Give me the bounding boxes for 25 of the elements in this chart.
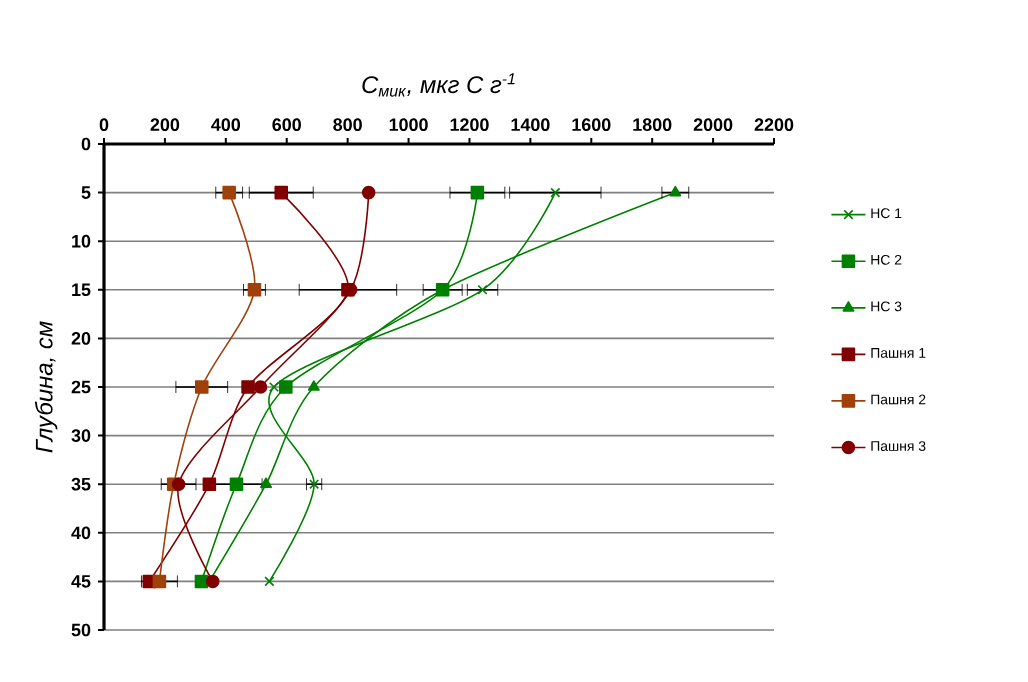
x-tick-label: 1000: [389, 118, 428, 132]
x-tick-label: 2000: [693, 118, 733, 132]
x-tick-label: 200: [150, 118, 180, 132]
y-tick-label: 25: [71, 380, 91, 394]
x-tick-label: 0: [99, 118, 109, 132]
y-tick-label: 15: [72, 283, 91, 297]
y-tick-label: 50: [71, 623, 91, 637]
y-tick-label: 30: [71, 429, 91, 442]
x-tick-label: 600: [272, 118, 301, 132]
y-axis-title: Глубина, см: [34, 321, 58, 453]
x-tick-label: 1800: [633, 118, 672, 132]
x-tick-label: 1400: [511, 118, 550, 132]
y-tick-label: 0: [81, 137, 91, 151]
x-tick-label: 1600: [572, 118, 611, 132]
x-tick-label: 1200: [450, 118, 489, 132]
y-tick-label: 45: [71, 575, 91, 588]
y-tick-label: 10: [72, 234, 91, 248]
x-tick-label: 400: [211, 118, 241, 132]
x-tick-label: 2200: [754, 118, 794, 132]
x-axis-title: C$_{мик}$, мкг С г$^{-1}$: [362, 73, 515, 97]
y-tick-label: 20: [71, 332, 91, 345]
y-tick-label: 35: [71, 477, 91, 491]
y-tick-label: 40: [71, 526, 91, 540]
y-tick-label: 5: [81, 186, 91, 199]
x-tick-label: 800: [333, 118, 362, 132]
